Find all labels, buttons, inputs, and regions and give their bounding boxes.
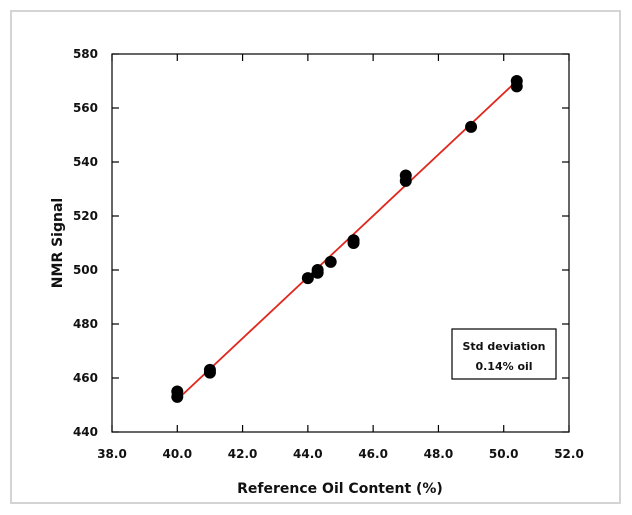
data-point [171,390,184,403]
y-tick-label: 460 [73,371,98,385]
data-point [347,234,360,247]
y-tick-label: 480 [73,317,98,331]
y-tick-label: 440 [73,425,98,439]
x-tick-label: 46.0 [358,447,388,461]
data-point [203,366,216,379]
regression-line [176,80,518,401]
x-tick-label: 52.0 [554,447,584,461]
x-axis-title: Reference Oil Content (%) [237,481,443,497]
y-tick-label: 520 [73,209,98,223]
data-point [301,272,314,285]
x-tick-label: 48.0 [424,447,454,461]
x-tick-label: 40.0 [162,447,192,461]
y-tick-label: 540 [73,155,98,169]
x-axis: 38.0 40.0 42.0 44.0 46.0 48.0 50.0 52.0 [97,54,584,461]
annotation-line-2: 0.14% oil [475,360,532,373]
y-axis: 440 460 480 500 520 540 560 580 [73,47,569,439]
y-tick-label: 560 [73,101,98,115]
x-tick-label: 38.0 [97,447,127,461]
std-deviation-box: Std deviation 0.14% oil [451,328,557,380]
x-tick-label: 42.0 [228,447,258,461]
data-point [311,264,324,276]
x-tick-label: 44.0 [293,447,323,461]
data-point [510,80,523,93]
y-tick-label: 500 [73,263,98,277]
data-point [465,120,478,133]
data-points [171,75,523,403]
y-tick-label: 580 [73,47,98,61]
data-point [399,174,412,187]
x-tick-label: 50.0 [489,447,519,461]
annotation-line-1: Std deviation [463,340,546,353]
data-point [324,255,337,268]
y-axis-title: NMR Signal [50,198,66,288]
